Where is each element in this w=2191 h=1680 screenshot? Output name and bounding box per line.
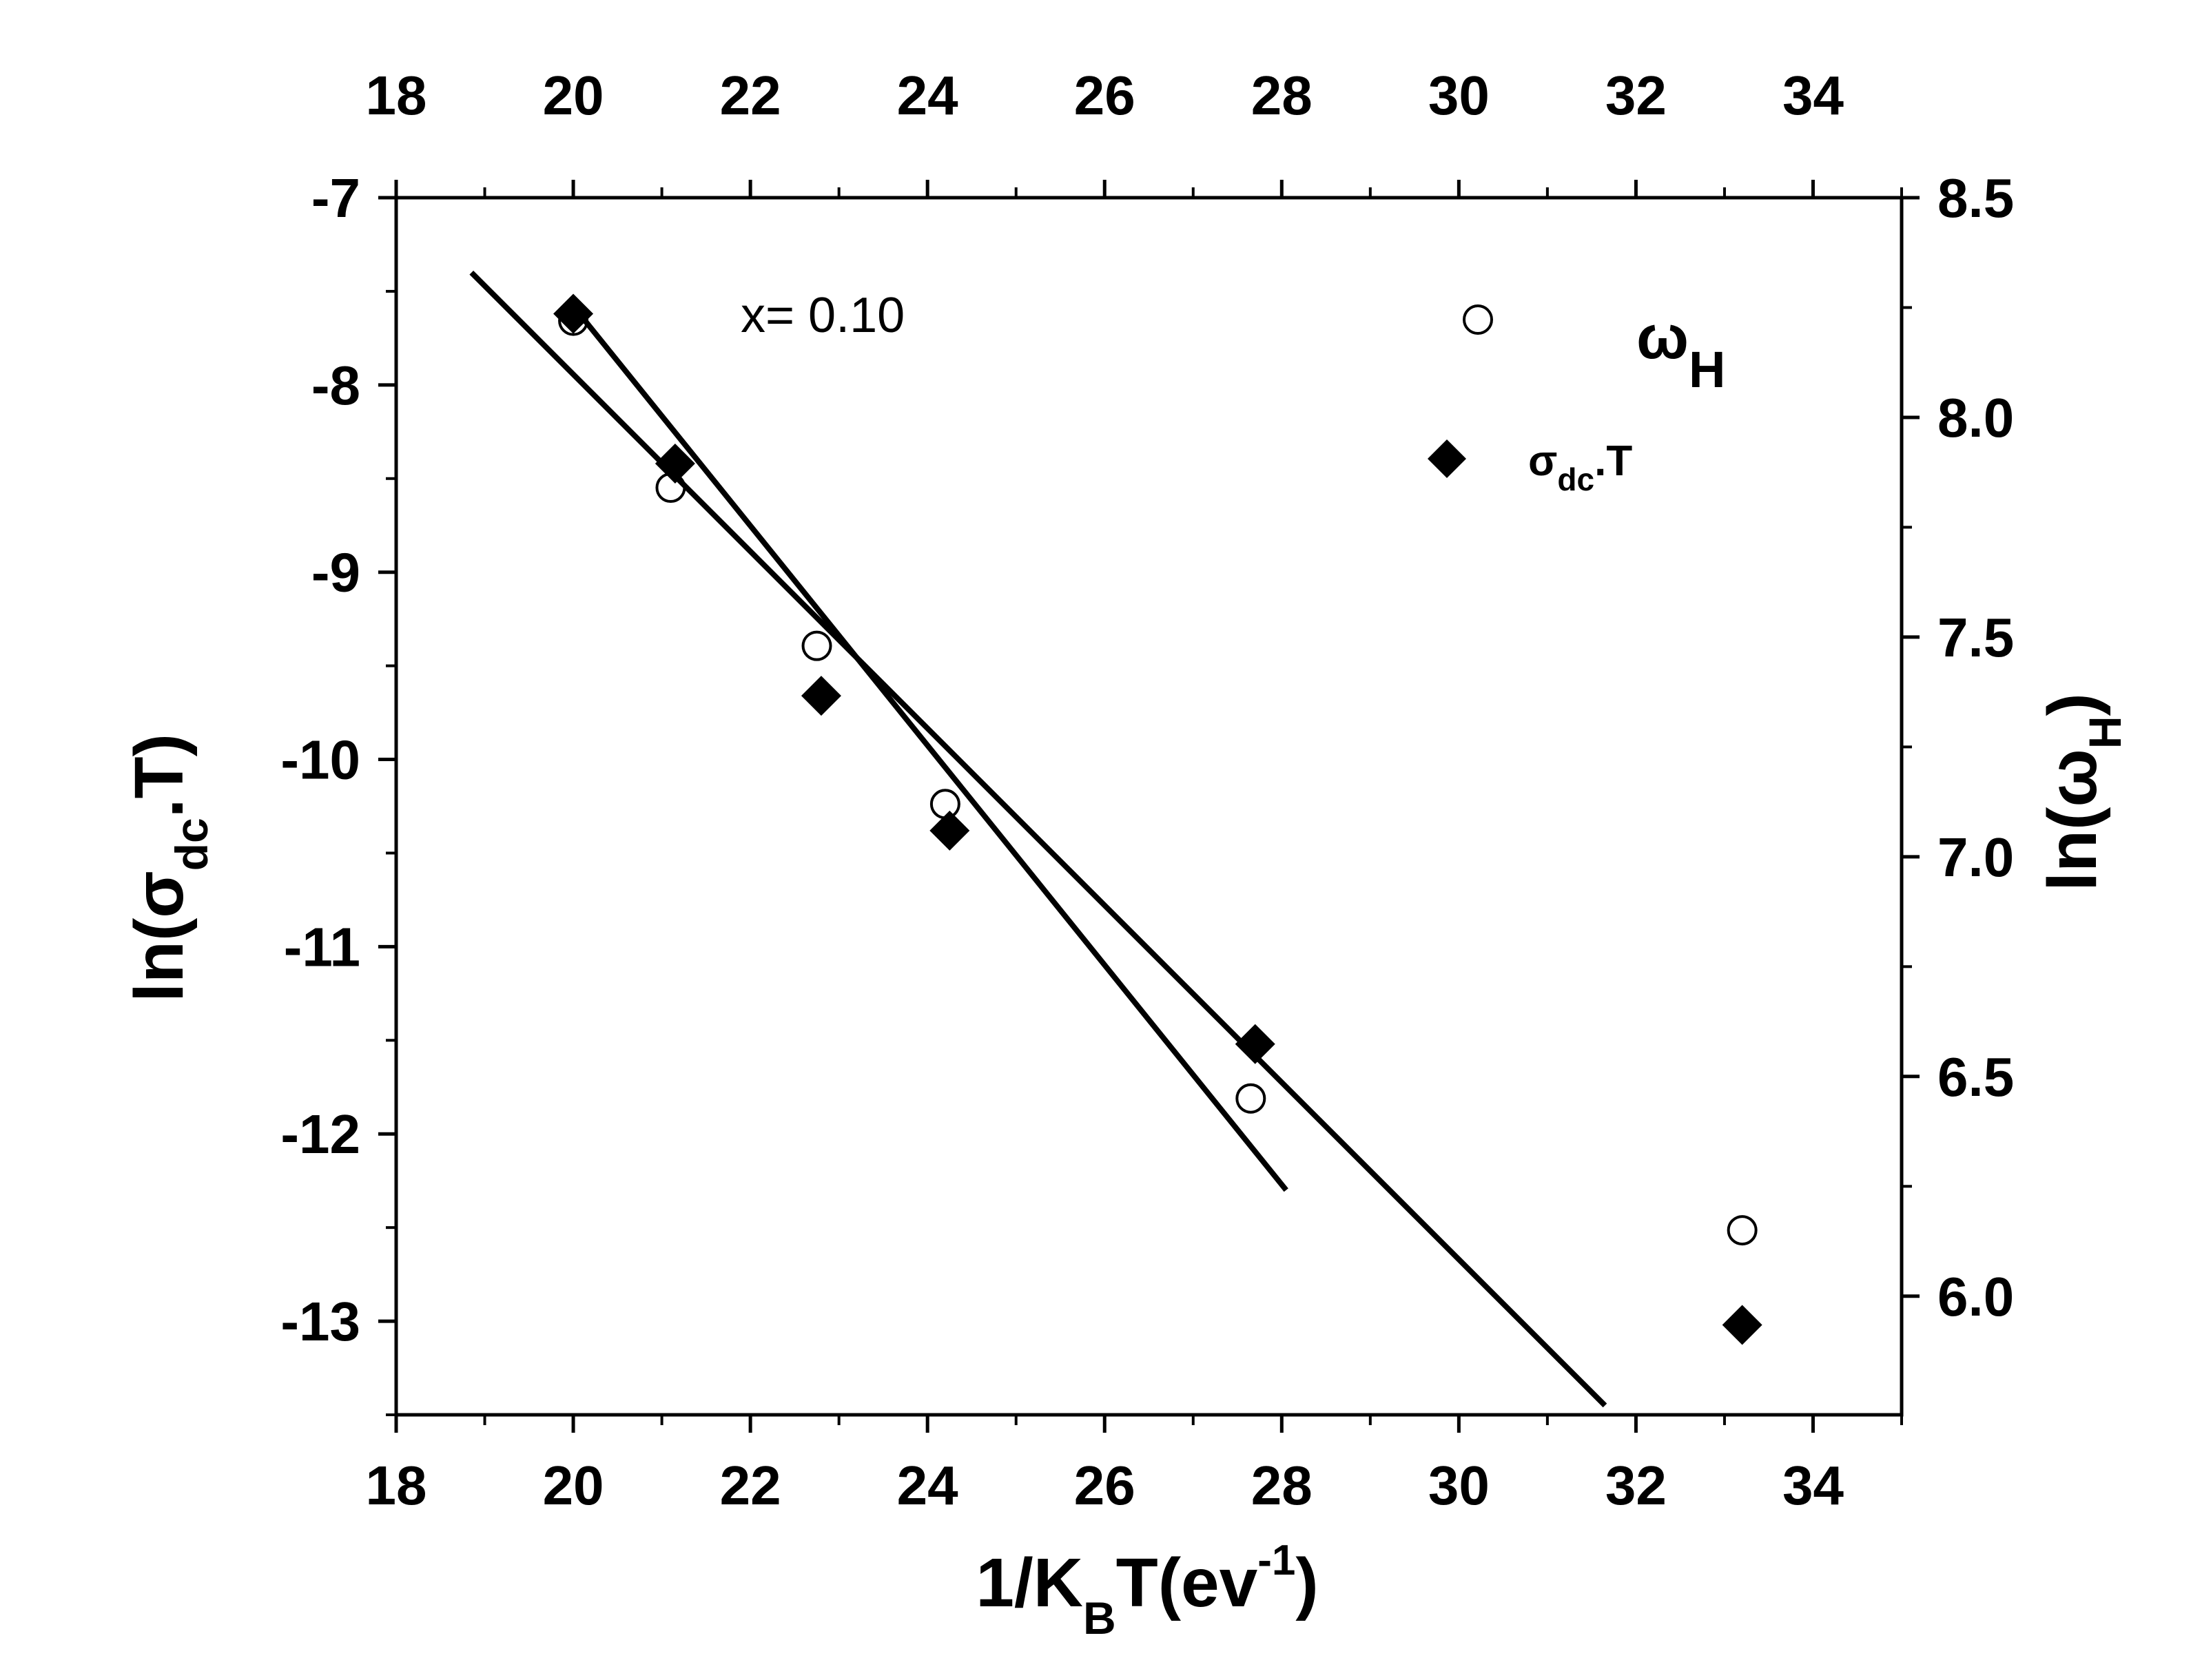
top-tick-label: 34 bbox=[1782, 65, 1844, 126]
legend-marker-omega bbox=[1463, 304, 1493, 335]
y-left-tick-label: -10 bbox=[280, 729, 360, 791]
fit-lines bbox=[469, 270, 1607, 1408]
y-left-tick-label: -8 bbox=[311, 355, 360, 416]
sigma-point bbox=[553, 293, 594, 334]
legend: ωH σdc.T bbox=[1428, 303, 1725, 497]
sigma-point bbox=[801, 676, 841, 716]
y-right-tick-label: 6.5 bbox=[1937, 1046, 2014, 1108]
annotation-x-value: x= 0.10 bbox=[741, 288, 905, 343]
top-tick-label: 30 bbox=[1428, 65, 1490, 126]
y-left-tick-label: -13 bbox=[280, 1291, 360, 1352]
omega-point bbox=[1727, 1215, 1758, 1246]
y-right-tick-label: 8.0 bbox=[1937, 387, 2014, 448]
omega-point bbox=[655, 473, 686, 504]
y-right-tick-label: 6.0 bbox=[1937, 1266, 2014, 1327]
x-tick-label: 34 bbox=[1782, 1455, 1844, 1516]
axis-ticks: 18 20 22 24 26 28 30 32 34 18 20 22 24 26 28 30 32 34 -7 -8… bbox=[280, 65, 2014, 1516]
y-left-tick-label: -9 bbox=[311, 542, 360, 603]
omega-point bbox=[1235, 1083, 1266, 1114]
data-points bbox=[553, 293, 1762, 1345]
y-right-axis-title: ln(ωH) bbox=[2034, 693, 2130, 891]
plot-border bbox=[394, 196, 1904, 1417]
omega-point bbox=[801, 630, 832, 661]
y-right-tick-label: 8.5 bbox=[1937, 167, 2014, 229]
x-axis-title: 1/KBT(ev-1) bbox=[976, 1537, 1318, 1643]
legend-label-sigma: σdc.T bbox=[1528, 437, 1632, 497]
x-tick-label: 28 bbox=[1251, 1455, 1313, 1516]
omega-point bbox=[558, 305, 589, 336]
y-left-tick-label: -11 bbox=[284, 916, 360, 977]
top-tick-label: 22 bbox=[720, 65, 781, 126]
x-tick-label: 30 bbox=[1428, 1455, 1490, 1516]
x-tick-label: 26 bbox=[1074, 1455, 1135, 1516]
fit-omega-line bbox=[566, 299, 1288, 1192]
top-tick-label: 26 bbox=[1074, 65, 1135, 126]
plot-frame bbox=[394, 196, 1904, 1417]
x-tick-label: 18 bbox=[366, 1455, 427, 1516]
sigma-point bbox=[929, 810, 970, 851]
sigma-point bbox=[1722, 1305, 1762, 1345]
x-tick-label: 32 bbox=[1605, 1455, 1667, 1516]
fit-sigma-line bbox=[469, 270, 1607, 1408]
y-right-tick-label: 7.5 bbox=[1937, 607, 2014, 668]
y-left-axis-title: ln(σdc.T) bbox=[121, 734, 217, 1002]
x-tick-label: 24 bbox=[897, 1455, 958, 1516]
legend-label-omega: ωH bbox=[1636, 303, 1725, 398]
top-tick-label: 32 bbox=[1605, 65, 1667, 126]
sigma-point bbox=[1235, 1024, 1275, 1064]
omega-point bbox=[929, 789, 960, 820]
y-right-tick-label: 7.0 bbox=[1937, 827, 2014, 888]
top-tick-label: 24 bbox=[897, 65, 958, 126]
top-tick-label: 20 bbox=[543, 65, 604, 126]
x-tick-label: 20 bbox=[543, 1455, 604, 1516]
sigma-point bbox=[655, 444, 695, 484]
top-tick-label: 28 bbox=[1251, 65, 1313, 126]
legend-marker-sigma bbox=[1428, 439, 1466, 478]
x-tick-label: 22 bbox=[720, 1455, 781, 1516]
y-left-tick-label: -7 bbox=[311, 167, 360, 229]
y-left-tick-label: -12 bbox=[280, 1103, 360, 1165]
top-tick-label: 18 bbox=[366, 65, 427, 126]
